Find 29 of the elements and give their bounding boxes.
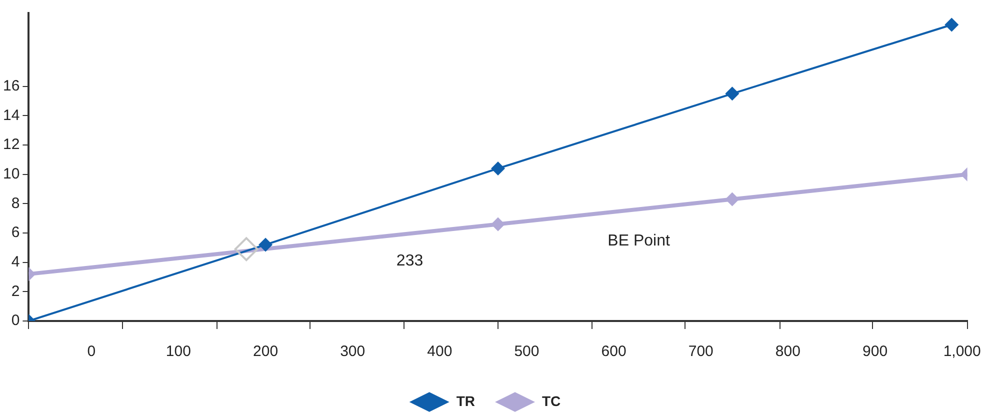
y-tick-label: 12 <box>2 136 20 154</box>
x-tick-label: 100 <box>166 343 191 360</box>
point <box>491 161 505 176</box>
x-tick-label: 0 <box>87 343 96 360</box>
annotation: 233 <box>396 252 424 270</box>
y-tick-label: 0 <box>11 312 20 330</box>
y-tick-label: 8 <box>11 194 20 212</box>
x-tick-label: 500 <box>514 343 540 360</box>
x-tick-label: 1,000 <box>943 343 981 360</box>
point <box>725 86 740 101</box>
x-tick-label: 700 <box>688 343 714 360</box>
y-tick-label: 6 <box>11 224 20 242</box>
y-tick-label: 16 <box>2 77 20 94</box>
x-tick-label: 200 <box>253 343 278 360</box>
x-tick-label: 800 <box>775 343 800 360</box>
point <box>258 238 273 252</box>
point <box>234 237 258 262</box>
point <box>944 18 959 32</box>
y-tick-label: 14 <box>2 106 20 124</box>
y-tick-label: 10 <box>2 165 20 182</box>
legend-label: TR <box>456 392 476 409</box>
x-tick-label: 300 <box>340 343 366 360</box>
x-tick-label: 600 <box>601 343 626 360</box>
annotation: BE Point <box>608 232 670 250</box>
y-tick-label: 4 <box>11 253 20 270</box>
x-tick-label: 400 <box>427 343 452 360</box>
y-tick-label: 2 <box>11 282 20 300</box>
x-tick-label: 900 <box>862 343 888 360</box>
legend-label: TC <box>542 392 561 409</box>
